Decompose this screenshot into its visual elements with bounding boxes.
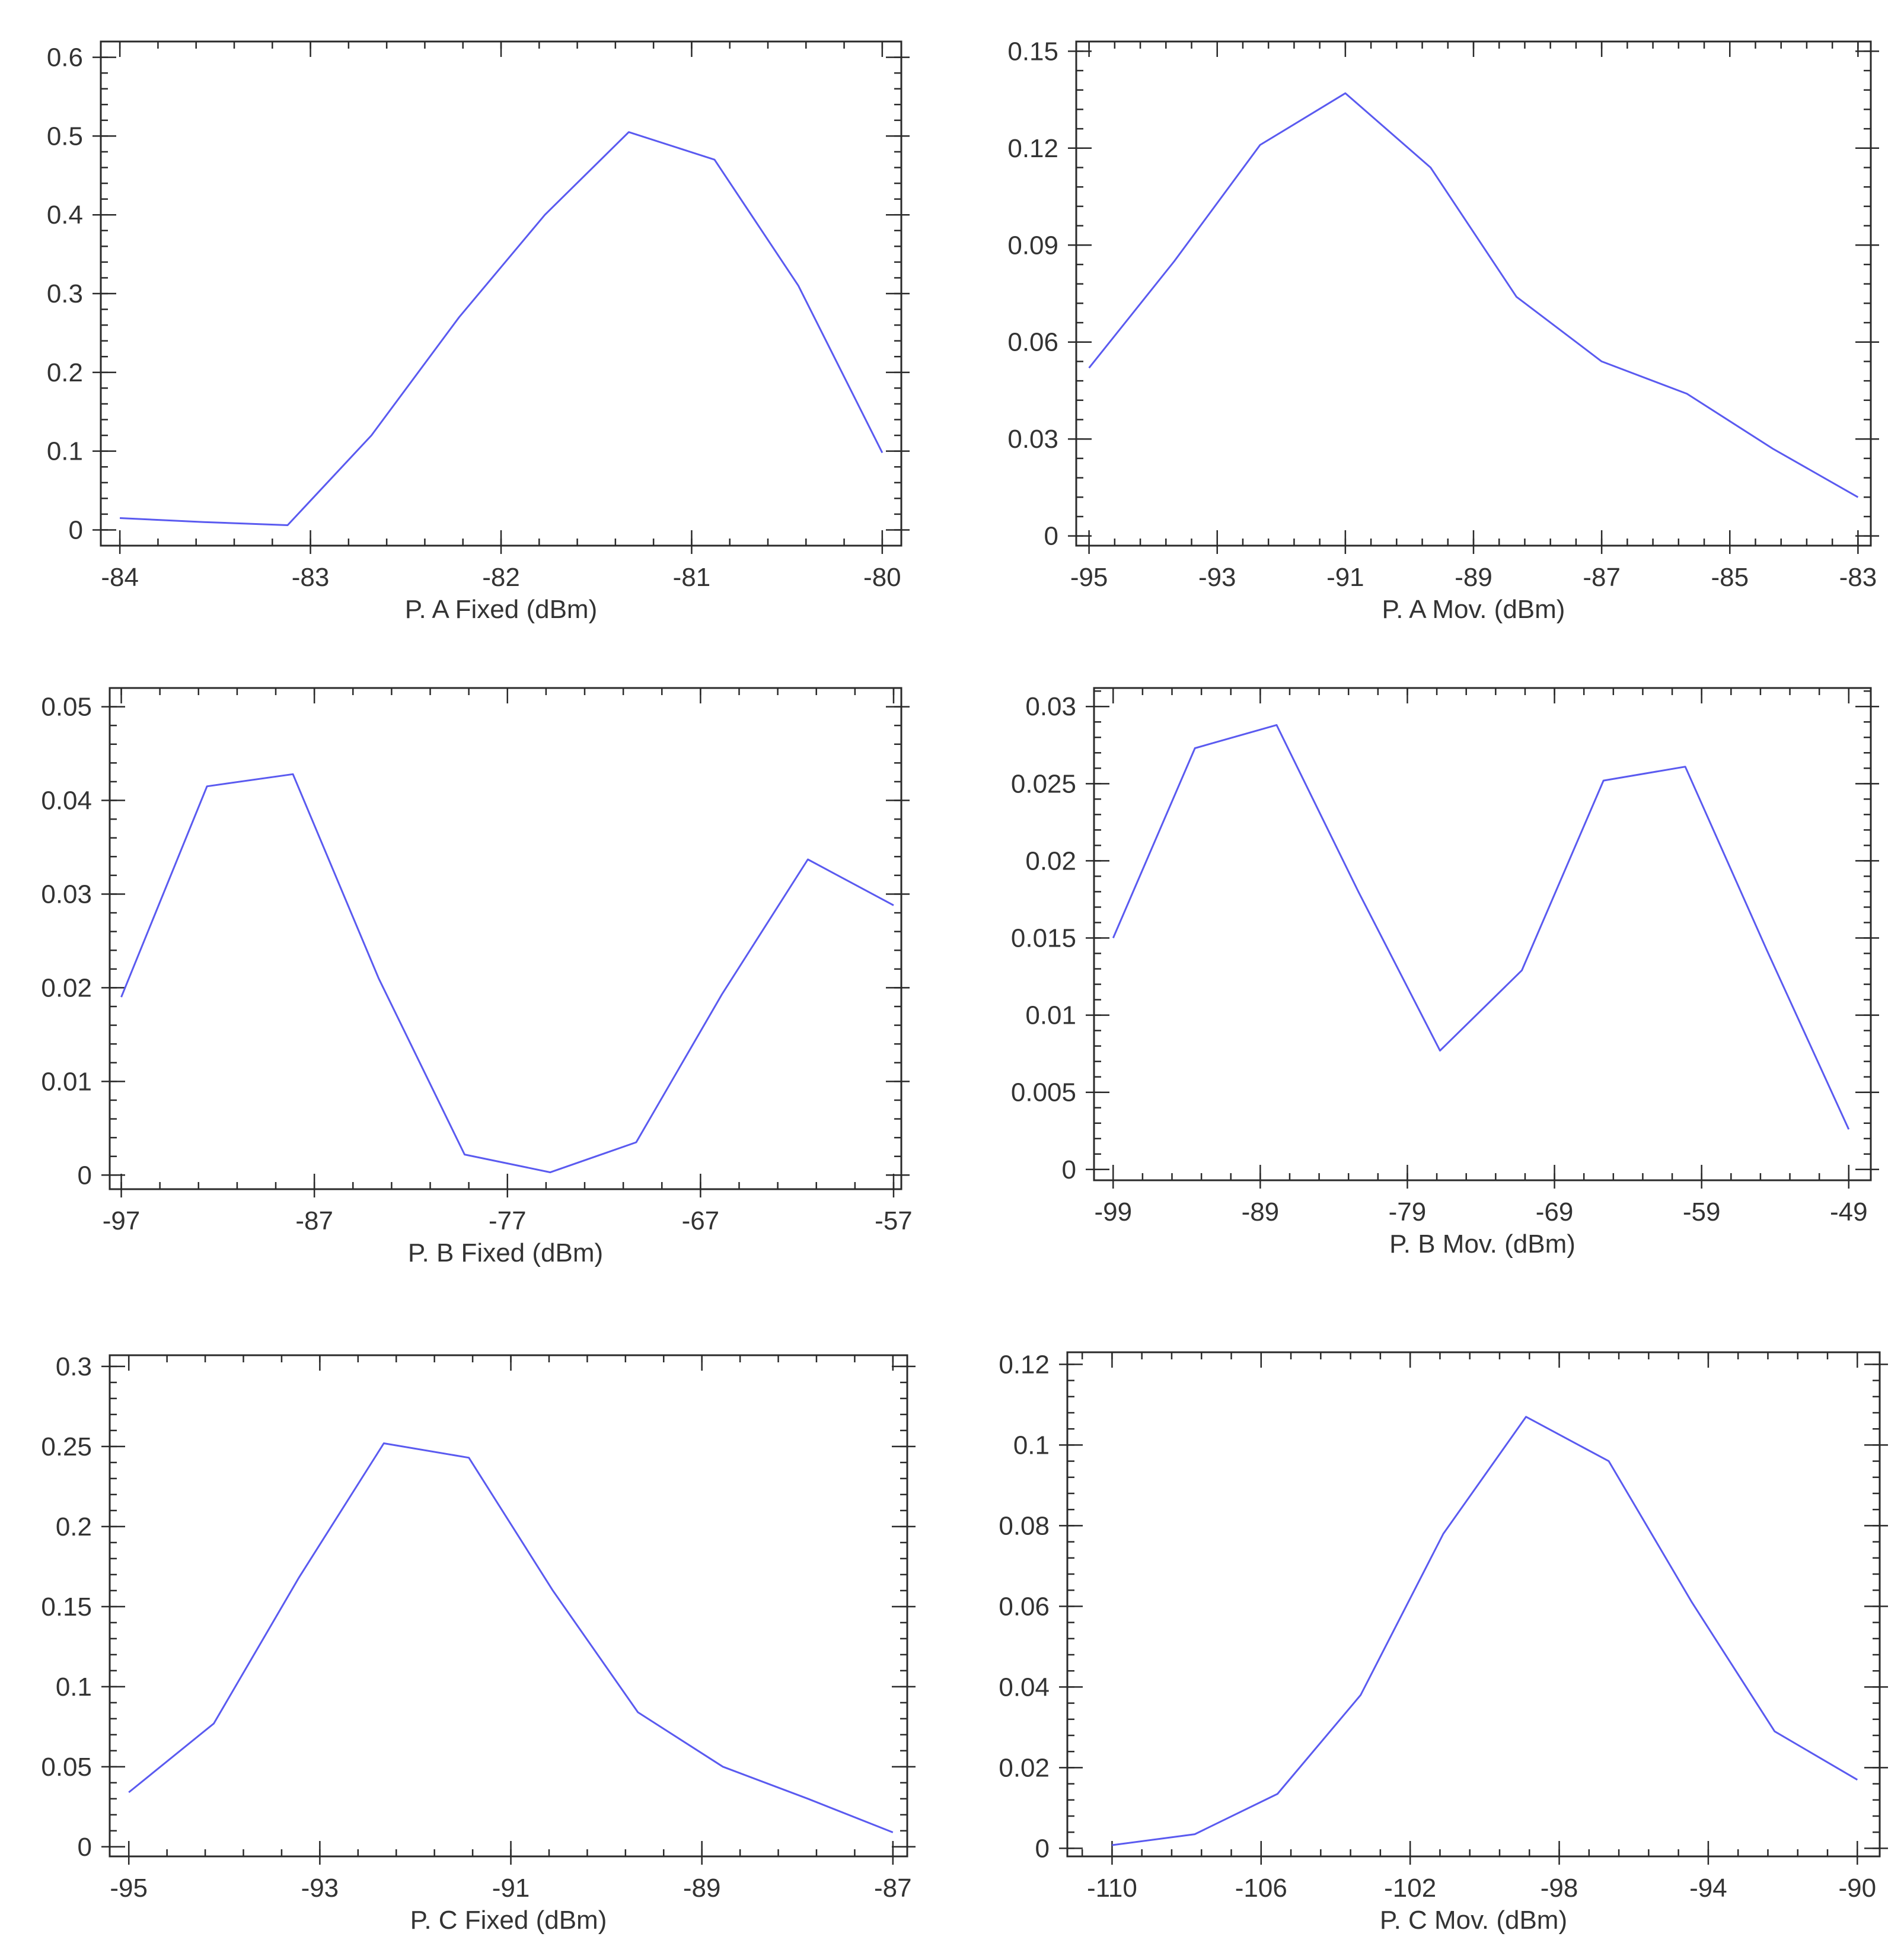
y-tick-label: 0.1 <box>1013 1431 1050 1460</box>
x-tick-label: -82 <box>482 563 520 592</box>
x-tick-label: -99 <box>1094 1197 1132 1227</box>
x-tick-label: -87 <box>874 1874 912 1903</box>
y-tick-label: 0.05 <box>41 693 92 722</box>
y-tick-label: 0.06 <box>999 1592 1050 1621</box>
y-tick-label: 0.15 <box>1007 37 1058 66</box>
data-line <box>1088 92 1859 498</box>
y-tick-label: 0.2 <box>47 358 83 387</box>
x-tick-label: -84 <box>101 563 139 592</box>
y-tick-label: 0.04 <box>41 786 92 816</box>
chart-panel-6: -110 -106 -102 -98 -94 -90 0 0.02 0.04 0.06 0.08 0.… <box>999 1350 1888 1935</box>
y-tick-label: 0 <box>1035 1834 1050 1863</box>
chart-panel-4: -99 -89 -79 -69 -59 -49 0 0.005 0.01 0.015 0.02 0.0… <box>1011 687 1879 1259</box>
y-tick-label: 0.3 <box>47 279 83 308</box>
y-tick-label: 0.03 <box>1025 692 1076 721</box>
x-tick-label: -85 <box>1711 563 1749 592</box>
x-tick-label: -91 <box>492 1874 530 1903</box>
y-tick-label: 0.005 <box>1011 1078 1076 1107</box>
x-tick-label: -95 <box>1070 563 1108 592</box>
x-tick-label: -106 <box>1235 1874 1287 1903</box>
y-tick-label: 0.15 <box>41 1592 92 1622</box>
y-tick-label: 0.05 <box>41 1753 92 1782</box>
x-tick-label: -97 <box>103 1206 141 1235</box>
plot-frame <box>100 40 902 547</box>
y-tick-label: 0.09 <box>1007 231 1058 260</box>
y-tick-label: 0.02 <box>999 1753 1050 1782</box>
y-tick-label: 0.02 <box>41 973 92 1002</box>
x-tick-label: -93 <box>301 1874 339 1903</box>
x-tick-label: -95 <box>110 1874 148 1903</box>
y-tick-label: 0.06 <box>1007 328 1058 357</box>
plot-frame <box>1075 40 1872 547</box>
y-tick-label: 0 <box>78 1161 92 1190</box>
y-tick-label: 0 <box>1044 522 1058 551</box>
y-tick-label: 0.1 <box>47 437 83 466</box>
x-tick-label: -83 <box>1839 563 1877 592</box>
y-tick-label: 0.03 <box>1007 425 1058 454</box>
chart-panel-2: -95 -93 -91 -89 -87 -85 -83 0 0.03 0.06 0.09 0.12 0.… <box>1007 37 1879 624</box>
y-tick-label: 0 <box>69 515 83 544</box>
y-tick-label: 0.25 <box>41 1432 92 1461</box>
y-tick-label: 0 <box>1062 1155 1076 1184</box>
x-tick-label: -87 <box>1583 563 1621 592</box>
y-tick-label: 0.2 <box>56 1512 92 1541</box>
x-tick-label: -102 <box>1384 1874 1436 1903</box>
x-tick-label: -49 <box>1830 1197 1868 1227</box>
y-tick-label: 0.5 <box>47 122 83 151</box>
data-line <box>1112 724 1850 1130</box>
x-tick-label: -69 <box>1536 1197 1574 1227</box>
x-tick-label: -110 <box>1087 1874 1137 1903</box>
x-tick-label: -59 <box>1683 1197 1721 1227</box>
x-tick-label: -90 <box>1838 1874 1876 1903</box>
x-tick-label: -89 <box>683 1874 721 1903</box>
data-line <box>128 1442 894 1833</box>
y-tick-label: 0.025 <box>1011 769 1076 798</box>
x-tick-label: -94 <box>1689 1874 1727 1903</box>
x-tick-label: -81 <box>673 563 711 592</box>
x-tick-label: -93 <box>1198 563 1236 592</box>
y-tick-label: 0.08 <box>999 1511 1050 1540</box>
chart-panel-3: -97 -87 -77 -67 -57 0 0.01 0.02 0.03 0.04 0.05 P. B… <box>41 687 913 1267</box>
x-tick-label: -89 <box>1455 563 1492 592</box>
x-axis-label: P. C Mov. (dBm) <box>1380 1906 1567 1935</box>
x-tick-label: -91 <box>1326 563 1364 592</box>
chart-panel-5: -95 -93 -91 -89 -87 0 0.05 0.1 0.15 0.2 0.25 0.3 P. … <box>41 1352 916 1935</box>
chart-panel-1: -84 -83 -82 -81 -80 0 0.1 0.2 0.3 0.4 0.5 0.6 P. A F… <box>47 40 910 624</box>
data-line <box>120 773 894 1174</box>
y-tick-label: 0.01 <box>41 1067 92 1096</box>
plot-frame <box>1066 1351 1881 1858</box>
data-line <box>1112 1416 1858 1846</box>
y-tick-label: 0.02 <box>1025 846 1076 875</box>
y-tick-label: 0 <box>78 1833 92 1862</box>
x-axis-label: P. B Mov. (dBm) <box>1389 1229 1575 1259</box>
x-axis-label: P. C Fixed (dBm) <box>410 1906 607 1935</box>
x-axis-label: P. A Fixed (dBm) <box>405 595 597 624</box>
x-tick-label: -79 <box>1389 1197 1427 1227</box>
plot-frame <box>109 687 902 1190</box>
y-tick-label: 0.01 <box>1025 1001 1076 1030</box>
y-tick-label: 0.6 <box>47 43 83 72</box>
plot-frame <box>109 1354 908 1858</box>
y-tick-label: 0.1 <box>56 1673 92 1702</box>
y-tick-label: 0.04 <box>999 1673 1050 1702</box>
x-tick-label: -77 <box>489 1206 527 1235</box>
x-tick-label: -57 <box>875 1206 913 1235</box>
y-tick-label: 0.12 <box>999 1350 1050 1379</box>
x-tick-label: -80 <box>863 563 901 592</box>
x-tick-label: -83 <box>292 563 330 592</box>
x-axis-label: P. B Fixed (dBm) <box>408 1238 603 1267</box>
x-tick-label: -89 <box>1242 1197 1280 1227</box>
y-tick-label: 0.4 <box>47 200 83 230</box>
y-tick-label: 0.03 <box>41 880 92 909</box>
y-tick-label: 0.015 <box>1011 924 1076 953</box>
plot-frame <box>1093 687 1872 1181</box>
y-tick-label: 0.3 <box>56 1352 92 1381</box>
data-line <box>120 131 884 526</box>
y-tick-label: 0.12 <box>1007 134 1058 163</box>
x-tick-label: -98 <box>1541 1874 1578 1903</box>
x-tick-label: -87 <box>295 1206 333 1235</box>
x-axis-label: P. A Mov. (dBm) <box>1382 595 1565 624</box>
x-tick-label: -67 <box>682 1206 720 1235</box>
